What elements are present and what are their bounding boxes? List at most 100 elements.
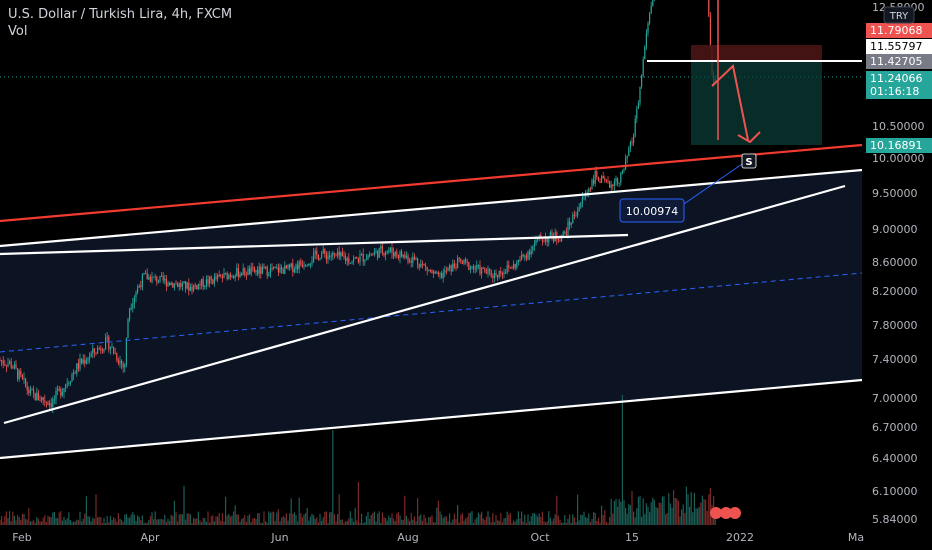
volume-bar xyxy=(50,517,52,525)
volume-bar xyxy=(178,514,180,525)
volume-bar xyxy=(183,485,185,525)
volume-bar xyxy=(124,514,126,525)
volume-bar xyxy=(37,518,39,525)
volume-bar xyxy=(154,511,156,525)
currency-button[interactable] xyxy=(883,6,915,24)
candle-body xyxy=(185,281,187,289)
target-zone[interactable] xyxy=(691,62,822,145)
candle-body xyxy=(521,254,523,261)
candle-body xyxy=(543,241,545,243)
neckline[interactable] xyxy=(0,233,629,256)
channel-lower-line[interactable] xyxy=(0,378,863,460)
volume-bar xyxy=(561,522,563,525)
candle-body xyxy=(591,179,593,190)
volume-bar xyxy=(431,515,433,525)
candle-body xyxy=(313,253,315,262)
volume-bar xyxy=(97,517,99,525)
candle-body xyxy=(586,192,588,194)
candle-body xyxy=(580,202,582,208)
price-axis[interactable]: 12.5800010.5000010.000009.500009.000008.… xyxy=(872,1,925,526)
time-axis[interactable]: Feb Apr Jun Aug Oct 15 2022 Ma xyxy=(12,531,864,544)
candle-body xyxy=(581,197,583,203)
annotation-box[interactable] xyxy=(619,198,685,223)
volume-bar xyxy=(671,507,673,525)
volume-bar xyxy=(527,514,529,525)
candle-body xyxy=(210,276,212,280)
event-icon[interactable] xyxy=(710,507,722,519)
volume-bar xyxy=(469,512,471,525)
volume-bar xyxy=(695,508,697,525)
volume-bar xyxy=(39,521,41,525)
volume-bar xyxy=(506,511,508,525)
resistance-line[interactable] xyxy=(0,143,863,223)
volume-bar xyxy=(690,492,692,525)
candle-body xyxy=(489,268,491,271)
candle-body xyxy=(271,268,273,270)
candle-body xyxy=(242,268,244,276)
volume-bar xyxy=(202,517,204,525)
sell-marker[interactable] xyxy=(741,153,757,169)
candle-body xyxy=(252,267,254,269)
svg-text:11.42705: 11.42705 xyxy=(870,55,923,68)
volume-bar xyxy=(570,522,572,525)
price-label-countdown: 01:16:18 xyxy=(866,84,932,99)
volume-bar xyxy=(237,514,239,525)
candle-body xyxy=(613,181,615,187)
candle-body xyxy=(33,389,35,393)
channel-midline[interactable] xyxy=(0,272,863,353)
candle-body xyxy=(628,148,630,156)
candle-body xyxy=(258,266,260,274)
candle-body xyxy=(625,158,627,170)
candle-body xyxy=(0,360,1,362)
candle-body xyxy=(189,287,191,291)
candle-body xyxy=(73,372,75,375)
volume-bar xyxy=(677,500,679,525)
candle-body xyxy=(178,283,180,287)
stop-zone[interactable] xyxy=(691,45,822,62)
candle-body xyxy=(577,211,579,216)
channel-upper-line[interactable] xyxy=(0,168,863,248)
price-tick-label: 8.60000 xyxy=(872,256,918,269)
event-icon[interactable] xyxy=(729,507,741,519)
candle-body xyxy=(348,258,350,264)
candle-body xyxy=(311,261,313,264)
volume-bar xyxy=(495,514,497,525)
volume-bar xyxy=(177,521,179,525)
candle-body xyxy=(9,361,11,364)
candle-body xyxy=(119,360,121,364)
candle-body xyxy=(513,263,515,269)
volume-bar xyxy=(18,517,20,525)
volume-bar xyxy=(247,515,249,525)
support-trendline[interactable] xyxy=(3,184,846,425)
volume-bar xyxy=(482,518,484,525)
volume-bar xyxy=(330,511,332,525)
candle-body xyxy=(634,118,636,137)
volume-bar xyxy=(359,522,361,525)
volume-bar xyxy=(373,511,375,525)
volume-bar xyxy=(85,496,87,525)
volume-bar xyxy=(514,521,516,525)
candle-body xyxy=(122,364,124,368)
volume-bar xyxy=(524,514,526,525)
volume-bar xyxy=(263,511,265,525)
volume-bar xyxy=(698,506,700,525)
volume-bar xyxy=(421,520,423,525)
price-labels: 11.79068 11.55797 11.42705 11.2406601:16:18… xyxy=(866,23,932,153)
candle-body xyxy=(337,251,339,256)
candle-body xyxy=(602,175,604,179)
svg-text:11.24066: 11.24066 xyxy=(870,72,923,85)
volume-bar xyxy=(594,512,596,525)
candle-body xyxy=(652,0,654,7)
candle-body xyxy=(317,254,319,260)
volume-bar xyxy=(7,517,9,525)
candle-body xyxy=(471,266,473,268)
event-icon[interactable] xyxy=(720,507,732,519)
volume-bar xyxy=(34,522,36,525)
candle-body xyxy=(229,274,231,277)
candle-body xyxy=(2,360,4,364)
price-tick-label: 10.50000 xyxy=(872,120,925,133)
volume-bar xyxy=(133,514,135,525)
volume-bar xyxy=(229,516,231,525)
volume-bar xyxy=(95,494,97,525)
